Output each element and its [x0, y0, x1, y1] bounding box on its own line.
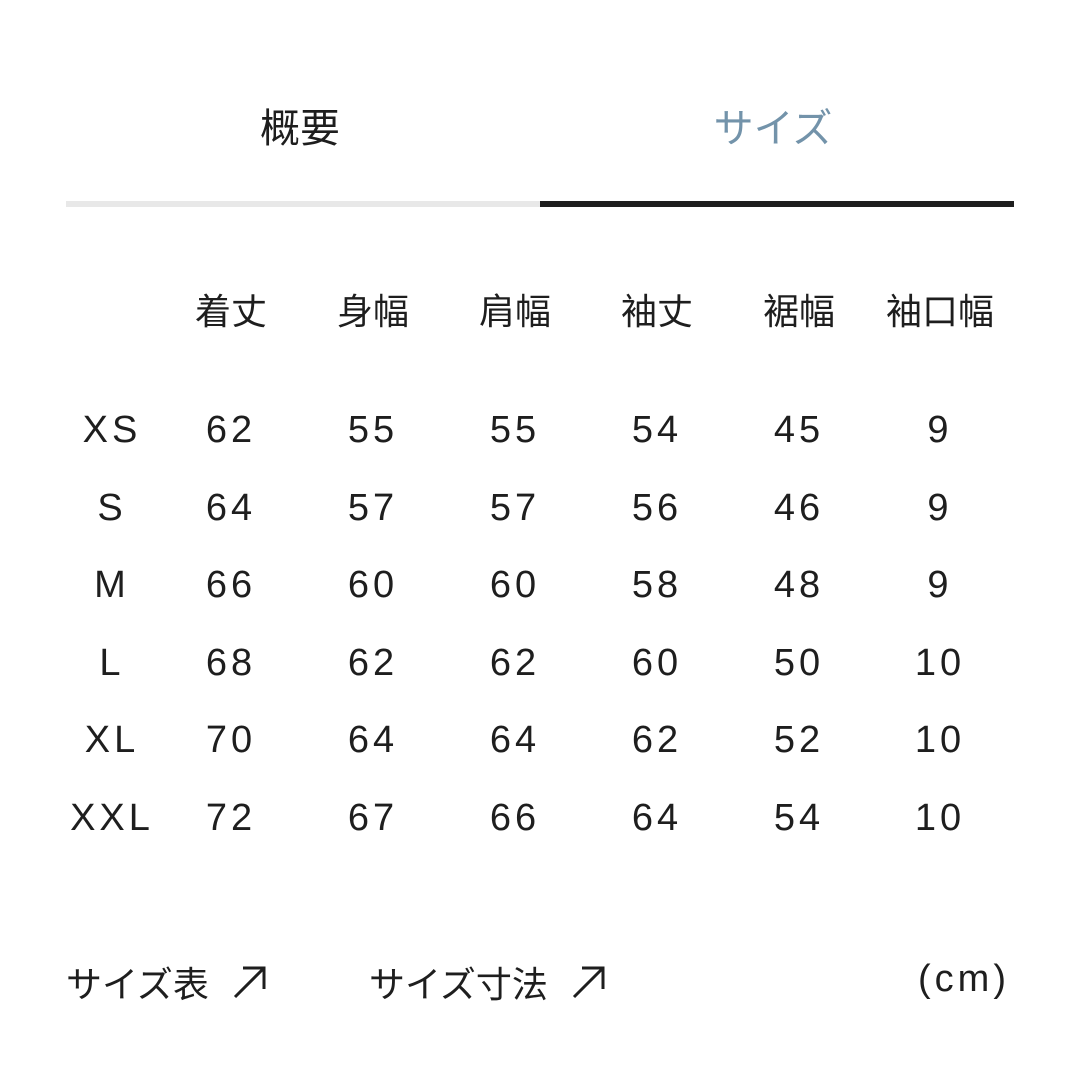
table-cell: 10 — [914, 641, 966, 684]
tab-size[interactable]: サイズ — [713, 106, 833, 152]
table-cell: 55 — [489, 409, 541, 451]
table-cell: 10 — [914, 719, 966, 762]
table-cell: 60 — [489, 564, 541, 607]
row-size-label: XS — [82, 409, 142, 451]
column-header: 肩幅 — [478, 292, 551, 333]
table-cell: 62 — [489, 641, 541, 684]
table-cell: 58 — [631, 564, 683, 607]
row-size-label: M — [94, 564, 130, 607]
row-size-label: S — [97, 486, 127, 529]
table-cell: 48 — [773, 564, 825, 607]
column-header: 身幅 — [336, 292, 409, 333]
table-cell: 67 — [347, 797, 399, 839]
table-cell: 64 — [489, 719, 541, 762]
tab-track — [66, 201, 540, 207]
table-cell: 50 — [773, 641, 825, 684]
table-cell: 64 — [347, 719, 399, 762]
table-cell: 54 — [631, 409, 683, 451]
column-header: 袖口幅 — [885, 292, 994, 333]
column-header: 着丈 — [194, 292, 267, 333]
arrow-up-right-icon — [572, 966, 605, 999]
table-cell: 62 — [347, 641, 399, 684]
row-size-label: L — [99, 641, 125, 684]
table-cell: 57 — [489, 486, 541, 529]
table-cell: 46 — [773, 486, 825, 529]
size-chart-link[interactable]: サイズ表 — [66, 956, 269, 1008]
table-cell: 66 — [205, 564, 257, 607]
table-cell: 52 — [773, 719, 825, 762]
table-cell: 55 — [347, 409, 399, 451]
table-cell: 60 — [631, 641, 683, 684]
table-cell: 54 — [773, 797, 825, 839]
table-cell: 10 — [914, 797, 966, 839]
table-cell: 57 — [347, 486, 399, 529]
arrow-up-right-icon — [233, 966, 266, 999]
tab-overview[interactable]: 概要 — [260, 106, 340, 152]
table-cell: 64 — [205, 486, 257, 529]
table-cell: 66 — [489, 797, 541, 839]
unit-label: (cm) — [918, 958, 1010, 1000]
table-cell: 70 — [205, 719, 257, 762]
size-measure-link[interactable]: サイズ寸法 — [369, 956, 608, 1008]
column-header: 袖丈 — [620, 292, 693, 333]
size-measure-label: サイズ寸法 — [369, 965, 548, 1006]
row-size-label: XL — [84, 719, 140, 762]
table-cell: 64 — [631, 797, 683, 839]
table-cell: 72 — [205, 797, 257, 839]
table-cell: 62 — [631, 719, 683, 762]
active-tab-indicator — [540, 201, 1014, 207]
size-chart-label: サイズ表 — [66, 965, 209, 1006]
table-cell: 45 — [773, 409, 825, 451]
table-cell: 60 — [347, 564, 399, 607]
table-cell: 68 — [205, 641, 257, 684]
row-size-label: XXL — [70, 797, 154, 839]
column-header: 裾幅 — [762, 292, 835, 333]
table-cell: 56 — [631, 486, 683, 529]
table-cell: 62 — [205, 409, 257, 451]
table-cell: 9 — [927, 486, 953, 529]
table-cell: 9 — [927, 564, 953, 607]
table-cell: 9 — [927, 409, 953, 451]
